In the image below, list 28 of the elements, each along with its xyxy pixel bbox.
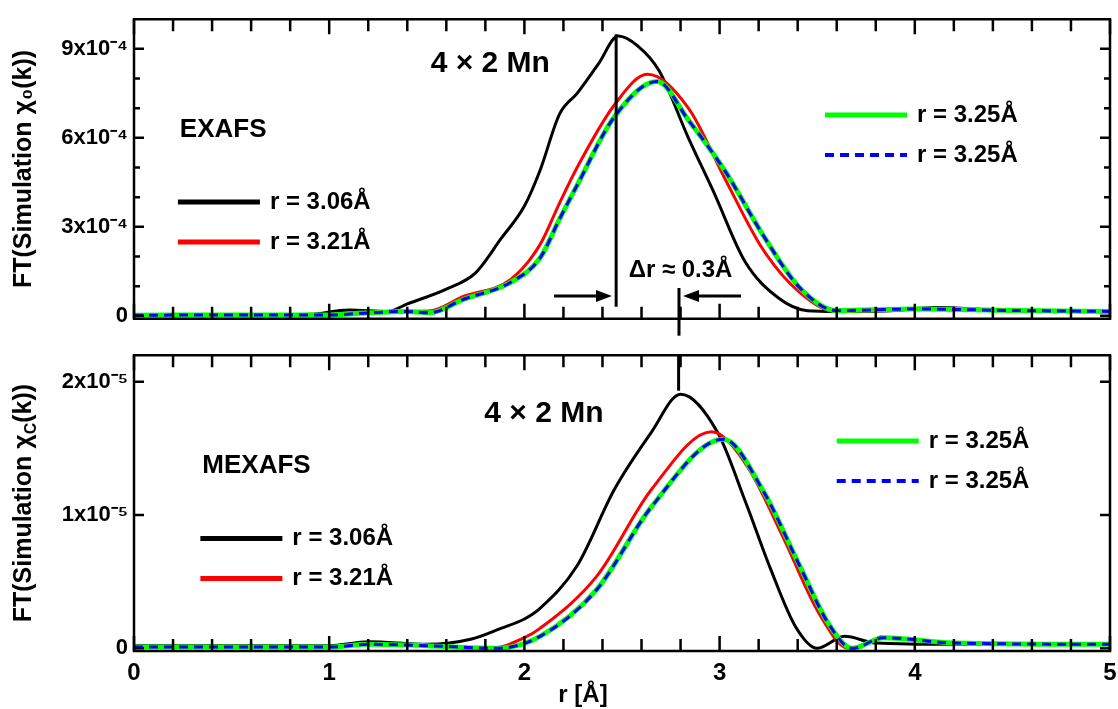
y-tick-label: 9x10⁻⁴ [61, 34, 128, 60]
annotation: Δr ≈ 0.3Å [628, 255, 733, 283]
annotation: 4 × 2 Mn [430, 45, 550, 79]
annotation: 4 × 2 Mn [484, 394, 604, 428]
x-axis-title: r [Å] [558, 679, 608, 707]
x-tick-label: 4 [908, 658, 923, 686]
legend-label: r = 3.06Å [269, 186, 371, 214]
y-tick-label: 3x10⁻⁴ [61, 212, 128, 238]
y-axis-title: FT(Simulation χ₀(k)) [7, 49, 36, 289]
legend-label: r = 3.21Å [292, 563, 394, 591]
legend-label: r = 3.25Å [917, 139, 1018, 167]
y-tick-label: 0 [115, 634, 128, 660]
y-tick-label: 6x10⁻⁴ [61, 123, 128, 149]
x-tick-label: 1 [322, 658, 336, 686]
y-axis-title: FT(Simulation χC(k)) [7, 383, 39, 623]
legend-label: r = 3.21Å [269, 226, 371, 254]
legend-label: r = 3.25Å [928, 465, 1030, 493]
legend-label: r = 3.25Å [928, 425, 1030, 453]
y-tick-label: 2x10⁻⁵ [61, 367, 128, 393]
annotation: MEXAFS [202, 449, 311, 480]
legend-label: r = 3.25Å [917, 99, 1018, 127]
y-tick-label: 0 [115, 301, 128, 327]
x-tick-label: 2 [517, 658, 532, 686]
x-tick-label: 3 [712, 658, 727, 686]
annotation: EXAFS [179, 113, 267, 144]
legend-label: r = 3.06Å [292, 523, 394, 551]
y-tick-label: 1x10⁻⁵ [61, 501, 128, 527]
x-tick-label: 5 [1103, 658, 1117, 686]
